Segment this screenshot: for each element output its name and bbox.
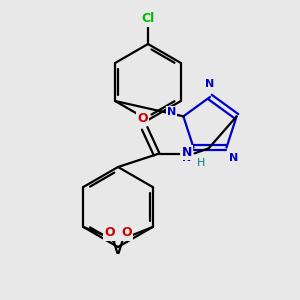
Text: O: O <box>104 226 115 239</box>
Text: O: O <box>121 226 132 239</box>
Text: N: N <box>182 153 191 163</box>
Text: H: H <box>196 158 205 168</box>
Text: Cl: Cl <box>141 13 154 26</box>
Text: N: N <box>167 107 176 118</box>
Text: N: N <box>229 153 239 163</box>
Text: O: O <box>137 112 148 125</box>
Text: N: N <box>182 146 192 159</box>
Text: N: N <box>206 80 214 89</box>
